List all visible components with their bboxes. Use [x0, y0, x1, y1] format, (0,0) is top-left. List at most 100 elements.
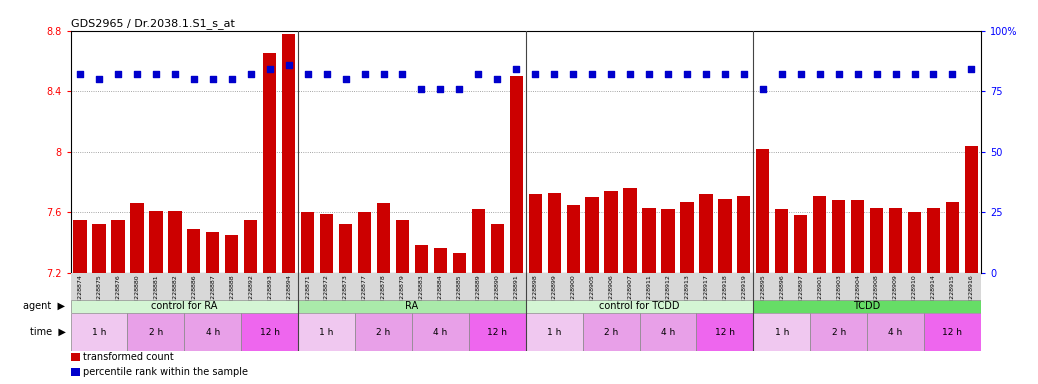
Bar [298, 313, 355, 351]
Point [280, 61, 297, 68]
Point [470, 71, 487, 77]
Point [736, 71, 753, 77]
Point [319, 71, 335, 77]
Text: GSM228888: GSM228888 [229, 274, 235, 311]
Point [110, 71, 127, 77]
Bar [946, 202, 959, 273]
Point [945, 71, 961, 77]
Text: GSM228890: GSM228890 [495, 274, 500, 312]
Text: 1 h: 1 h [774, 328, 789, 337]
Bar [756, 149, 769, 273]
Point [147, 71, 164, 77]
Text: 2 h: 2 h [831, 328, 846, 337]
Point [812, 71, 828, 77]
Text: GSM228881: GSM228881 [154, 274, 159, 311]
Text: GSM228886: GSM228886 [191, 274, 196, 311]
Text: GSM228878: GSM228878 [381, 274, 386, 312]
Bar [737, 195, 750, 273]
Bar [415, 245, 428, 273]
Point [337, 76, 354, 82]
Bar [469, 313, 526, 351]
Bar [680, 202, 693, 273]
Bar [851, 200, 865, 273]
Bar [661, 209, 675, 273]
Bar [92, 224, 106, 273]
Bar [301, 212, 315, 273]
Bar [585, 197, 599, 273]
Point [527, 71, 544, 77]
Text: GSM228891: GSM228891 [514, 274, 519, 312]
Text: GSM228915: GSM228915 [950, 274, 955, 312]
Text: GSM228900: GSM228900 [571, 274, 576, 312]
Text: GSM228913: GSM228913 [684, 274, 689, 312]
Point [243, 71, 260, 77]
Point [508, 66, 524, 73]
Bar [964, 146, 978, 273]
Bar [241, 313, 298, 351]
Text: 1 h: 1 h [91, 328, 106, 337]
Bar [128, 313, 185, 351]
Point [698, 71, 714, 77]
Point [640, 71, 657, 77]
Bar [526, 313, 582, 351]
Bar [471, 209, 485, 273]
Text: agent  ▶: agent ▶ [24, 301, 65, 311]
Text: time  ▶: time ▶ [29, 327, 65, 337]
Bar [510, 76, 523, 273]
Text: GSM228901: GSM228901 [817, 274, 822, 312]
Text: 4 h: 4 h [889, 328, 903, 337]
Point [186, 76, 202, 82]
Text: GSM228904: GSM228904 [855, 274, 861, 312]
Text: GSM228892: GSM228892 [248, 274, 253, 312]
Bar [754, 300, 981, 313]
Text: RA: RA [406, 301, 418, 311]
Bar [207, 232, 219, 273]
Bar [377, 203, 390, 273]
Point [755, 86, 771, 92]
Bar [624, 188, 636, 273]
Bar [185, 313, 241, 351]
Bar [870, 208, 883, 273]
Bar [131, 203, 143, 273]
Text: GSM228905: GSM228905 [590, 274, 595, 312]
Text: GSM228908: GSM228908 [874, 274, 879, 312]
Bar [149, 211, 163, 273]
Text: GSM228875: GSM228875 [97, 274, 102, 312]
Text: 2 h: 2 h [148, 328, 163, 337]
Bar [298, 300, 526, 313]
Point [489, 76, 506, 82]
Bar [71, 353, 80, 361]
Point [679, 71, 695, 77]
Text: GSM228871: GSM228871 [305, 274, 310, 312]
Point [394, 71, 411, 77]
Point [90, 76, 107, 82]
Bar [813, 195, 826, 273]
Text: 1 h: 1 h [320, 328, 334, 337]
Bar [395, 220, 409, 273]
Bar [434, 248, 447, 273]
Bar [548, 192, 561, 273]
Bar [71, 368, 80, 376]
Bar [244, 220, 257, 273]
Point [72, 71, 88, 77]
Text: 4 h: 4 h [433, 328, 447, 337]
Bar [889, 208, 902, 273]
Bar [225, 235, 239, 273]
Text: GSM228874: GSM228874 [78, 274, 83, 312]
Text: GSM228883: GSM228883 [419, 274, 424, 312]
Point [849, 71, 866, 77]
Bar [908, 212, 921, 273]
Bar [643, 208, 656, 273]
Point [603, 71, 620, 77]
Text: GSM228917: GSM228917 [704, 274, 708, 312]
Text: 4 h: 4 h [661, 328, 675, 337]
Point [773, 71, 790, 77]
Text: GSM228903: GSM228903 [837, 274, 841, 312]
Bar [567, 205, 580, 273]
Bar [696, 313, 754, 351]
Bar [339, 224, 352, 273]
Text: 12 h: 12 h [260, 328, 279, 337]
Text: transformed count: transformed count [83, 352, 173, 362]
Text: 12 h: 12 h [943, 328, 962, 337]
Bar [775, 209, 789, 273]
